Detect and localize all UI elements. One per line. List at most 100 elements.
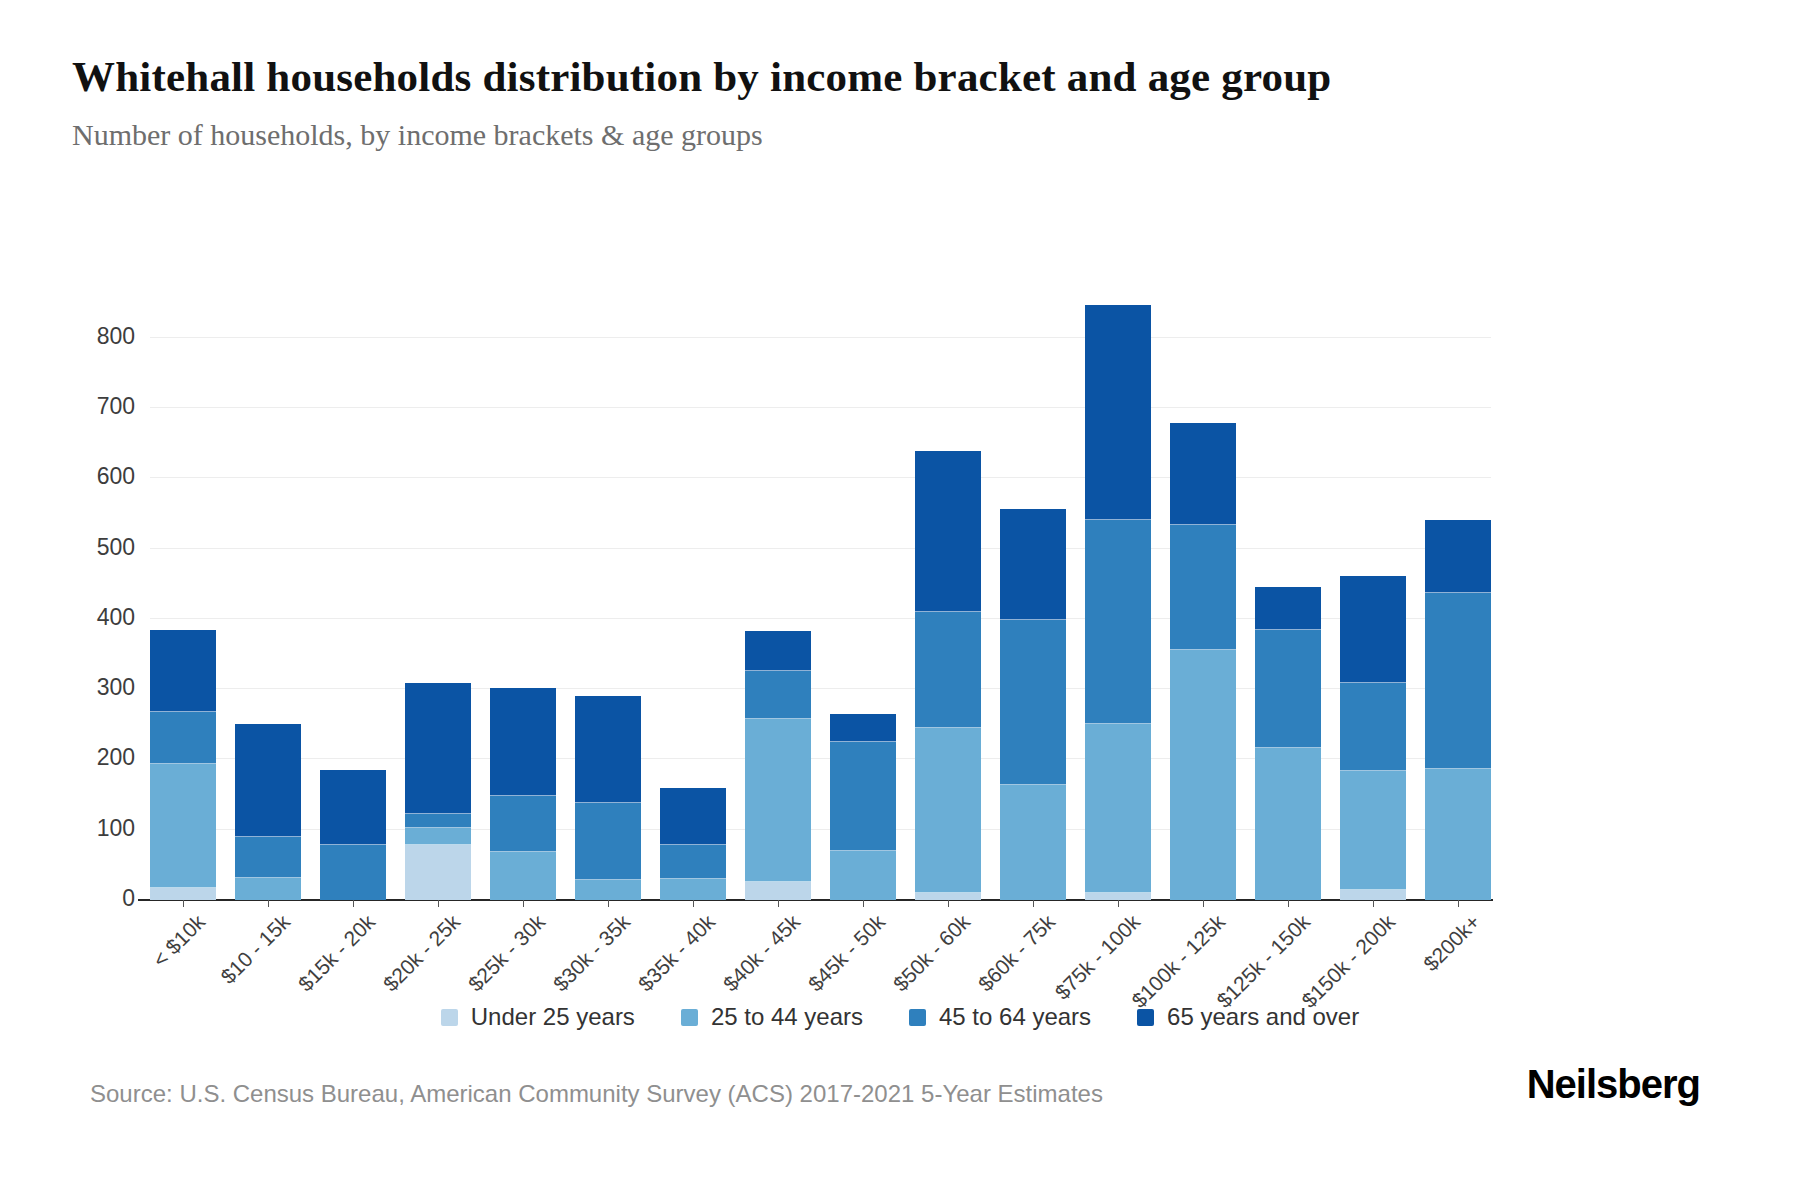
bar-segment-65-years-and-over xyxy=(1425,520,1491,593)
bar-$35k - 40k xyxy=(660,788,726,900)
bar-segment-45-to-64-years xyxy=(660,845,726,879)
legend-item-under-25-years: Under 25 years xyxy=(441,1003,635,1031)
bar-segment-45-to-64-years xyxy=(235,837,301,879)
bar-segment-under-25-years xyxy=(1085,893,1151,900)
bar-segment-45-to-64-years xyxy=(490,796,556,852)
y-axis-tick-label: 0 xyxy=(80,885,135,912)
x-axis-tick xyxy=(693,900,694,907)
x-axis-tick xyxy=(1373,900,1374,907)
gridline-800 xyxy=(150,337,1491,338)
x-axis-tick xyxy=(1118,900,1119,907)
bar-segment-25-to-44-years xyxy=(235,878,301,900)
bar-segment-45-to-64-years xyxy=(1000,620,1066,785)
x-axis-tick xyxy=(523,900,524,907)
legend-item-45-to-64-years: 45 to 64 years xyxy=(909,1003,1091,1031)
bar-$25k - 30k xyxy=(490,688,556,900)
x-axis-tick xyxy=(438,900,439,907)
bar-segment-65-years-and-over xyxy=(1000,509,1066,619)
x-axis-tick xyxy=(183,900,184,907)
brand-logo: Neilsberg xyxy=(1527,1062,1700,1107)
bar-segment-under-25-years xyxy=(1340,890,1406,901)
legend-swatch xyxy=(681,1009,698,1026)
bar-segment-65-years-and-over xyxy=(490,688,556,796)
bar-segment-65-years-and-over xyxy=(745,631,811,670)
bar-segment-25-to-44-years xyxy=(745,719,811,882)
legend-swatch xyxy=(1137,1009,1154,1026)
bar-segment-25-to-44-years xyxy=(1340,771,1406,890)
bar-< $10k xyxy=(150,630,216,900)
x-axis-tick-label: $35k - 40k xyxy=(634,910,720,996)
chart-page: Whitehall households distribution by inc… xyxy=(0,0,1800,1200)
bar-segment-65-years-and-over xyxy=(1340,576,1406,683)
bar-segment-45-to-64-years xyxy=(830,742,896,851)
x-axis-tick xyxy=(1203,900,1204,907)
x-axis-tick-label: $40k - 45k xyxy=(719,910,805,996)
x-axis-tick-label: $45k - 50k xyxy=(804,910,890,996)
bar-segment-45-to-64-years xyxy=(1170,525,1236,650)
bar-segment-25-to-44-years xyxy=(1170,650,1236,900)
bar-segment-25-to-44-years xyxy=(660,879,726,900)
bar-segment-25-to-44-years xyxy=(1000,785,1066,900)
x-axis-tick xyxy=(608,900,609,907)
plot-area: 0100200300400500600700800< $10k$10 - 15k… xyxy=(150,250,1491,900)
bar-segment-25-to-44-years xyxy=(405,828,471,844)
x-axis-tick xyxy=(353,900,354,907)
bar-$40k - 45k xyxy=(745,631,811,900)
x-axis-tick-label: $200k+ xyxy=(1419,910,1485,976)
x-axis-tick xyxy=(948,900,949,907)
legend: Under 25 years 25 to 44 years 45 to 64 yea… xyxy=(0,1003,1800,1031)
bar-segment-45-to-64-years xyxy=(1255,630,1321,748)
x-axis-tick xyxy=(1288,900,1289,907)
bar-segment-under-25-years xyxy=(915,893,981,900)
bar-$10 - 15k xyxy=(235,724,301,900)
legend-label: Under 25 years xyxy=(471,1003,635,1031)
gridline-600 xyxy=(150,477,1491,478)
legend-label: 65 years and over xyxy=(1167,1003,1359,1031)
bar-segment-25-to-44-years xyxy=(1085,724,1151,893)
y-axis-tick-label: 600 xyxy=(80,463,135,490)
x-axis-tick-label: $10 - 15k xyxy=(216,910,295,989)
legend-item-25-to-44-years: 25 to 44 years xyxy=(681,1003,863,1031)
x-axis-tick xyxy=(268,900,269,907)
y-axis-tick-label: 800 xyxy=(80,323,135,350)
bar-segment-65-years-and-over xyxy=(1085,305,1151,520)
bar-segment-65-years-and-over xyxy=(405,683,471,814)
x-axis-tick-label: $50k - 60k xyxy=(889,910,975,996)
bar-segment-65-years-and-over xyxy=(660,788,726,846)
x-axis-tick xyxy=(863,900,864,907)
x-axis-tick-label: $25k - 30k xyxy=(464,910,550,996)
bar-$30k - 35k xyxy=(575,696,641,900)
bar-segment-65-years-and-over xyxy=(150,630,216,712)
bar-segment-65-years-and-over xyxy=(575,696,641,803)
bar-segment-25-to-44-years xyxy=(150,764,216,888)
bar-segment-65-years-and-over xyxy=(1255,587,1321,630)
bar-$45k - 50k xyxy=(830,714,896,900)
chart-title: Whitehall households distribution by inc… xyxy=(72,52,1722,101)
x-axis-tick-label: < $10k xyxy=(148,910,210,972)
legend-swatch xyxy=(441,1009,458,1026)
x-axis-tick-label: $20k - 25k xyxy=(379,910,465,996)
gridline-700 xyxy=(150,407,1491,408)
legend-item-65-years-and-over: 65 years and over xyxy=(1137,1003,1359,1031)
x-axis-tick xyxy=(778,900,779,907)
bar-segment-45-to-64-years xyxy=(1085,520,1151,724)
bar-segment-65-years-and-over xyxy=(830,714,896,742)
legend-label: 45 to 64 years xyxy=(939,1003,1091,1031)
bar-$15k - 20k xyxy=(320,770,386,900)
bar-segment-25-to-44-years xyxy=(1255,748,1321,900)
x-axis-tick xyxy=(1033,900,1034,907)
bar-segment-45-to-64-years xyxy=(150,712,216,764)
bar-segment-45-to-64-years xyxy=(745,671,811,720)
y-axis-tick-label: 700 xyxy=(80,393,135,420)
bar-segment-25-to-44-years xyxy=(830,851,896,900)
bar-$75k - 100k xyxy=(1085,305,1151,900)
bar-$50k - 60k xyxy=(915,451,981,900)
bar-segment-45-to-64-years xyxy=(1340,683,1406,771)
y-axis-tick-label: 200 xyxy=(80,744,135,771)
bar-segment-under-25-years xyxy=(745,882,811,900)
bar-$20k - 25k xyxy=(405,683,471,900)
x-axis-tick xyxy=(1458,900,1459,907)
bar-segment-under-25-years xyxy=(405,845,471,901)
bar-segment-65-years-and-over xyxy=(320,770,386,845)
source-note: Source: U.S. Census Bureau, American Com… xyxy=(90,1080,1103,1108)
